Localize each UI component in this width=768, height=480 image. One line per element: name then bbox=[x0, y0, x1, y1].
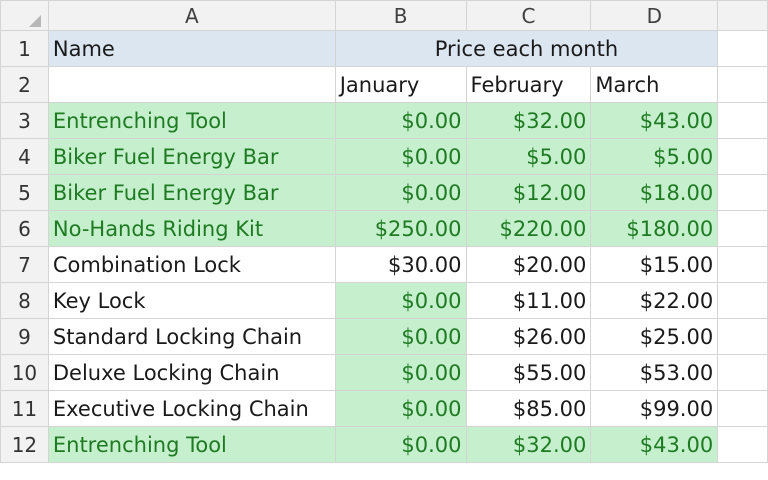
table-row: 7 Combination Lock $30.00 $20.00 $15.00 bbox=[0, 246, 768, 283]
cell-item-name[interactable]: Key Lock bbox=[47, 282, 336, 319]
column-header-d[interactable]: D bbox=[590, 0, 719, 31]
table-row: 12 Entrenching Tool $0.00 $32.00 $43.00 bbox=[0, 426, 768, 463]
cell-price[interactable]: $0.00 bbox=[334, 174, 467, 211]
row-header[interactable]: 1 bbox=[0, 30, 49, 67]
row-header[interactable]: 5 bbox=[0, 174, 49, 211]
cell-price[interactable]: $55.00 bbox=[465, 354, 592, 391]
cell-price[interactable]: $18.00 bbox=[590, 174, 719, 211]
table-row: 5 Biker Fuel Energy Bar $0.00 $12.00 $18.00 bbox=[0, 174, 768, 211]
cell-empty[interactable] bbox=[717, 138, 768, 175]
row-header[interactable]: 3 bbox=[0, 102, 49, 139]
cell-price[interactable]: $25.00 bbox=[590, 318, 719, 355]
cell-price[interactable]: $0.00 bbox=[334, 318, 467, 355]
cell-price[interactable]: $22.00 bbox=[590, 282, 719, 319]
row-1: 1 Name Price each month bbox=[0, 30, 768, 67]
cell-item-name[interactable]: Executive Locking Chain bbox=[47, 390, 336, 427]
cell-price[interactable]: $53.00 bbox=[590, 354, 719, 391]
cell-item-name[interactable]: Combination Lock bbox=[47, 246, 336, 283]
worksheet-grid: A B C D 1 Name Price each month 2 Januar… bbox=[0, 0, 768, 463]
row-header[interactable]: 9 bbox=[0, 318, 49, 355]
cell-price[interactable]: $0.00 bbox=[334, 102, 467, 139]
select-all-corner[interactable] bbox=[0, 0, 49, 31]
table-row: 8 Key Lock $0.00 $11.00 $22.00 bbox=[0, 282, 768, 319]
cell-price[interactable]: $32.00 bbox=[465, 102, 592, 139]
column-header-b[interactable]: B bbox=[334, 0, 467, 31]
table-row: 9 Standard Locking Chain $0.00 $26.00 $25.00 bbox=[0, 318, 768, 355]
cell-empty[interactable] bbox=[717, 210, 768, 247]
table-row: 11 Executive Locking Chain $0.00 $85.00 $99.… bbox=[0, 390, 768, 427]
cell-price[interactable]: $0.00 bbox=[334, 138, 467, 175]
select-all-icon bbox=[28, 14, 41, 27]
cell-price[interactable]: $180.00 bbox=[590, 210, 719, 247]
cell-empty[interactable] bbox=[717, 426, 768, 463]
cell-month[interactable]: January bbox=[334, 66, 467, 103]
row-header[interactable]: 12 bbox=[0, 426, 49, 463]
cell-price[interactable]: $43.00 bbox=[590, 102, 719, 139]
cell-price[interactable]: $43.00 bbox=[590, 426, 719, 463]
cell-item-name[interactable]: Biker Fuel Energy Bar bbox=[47, 174, 336, 211]
cell-empty[interactable] bbox=[717, 66, 768, 103]
cell-item-name[interactable]: Biker Fuel Energy Bar bbox=[47, 138, 336, 175]
cell-merged-title[interactable]: Price each month bbox=[334, 30, 719, 67]
row-header[interactable]: 6 bbox=[0, 210, 49, 247]
row-2: 2 January February March bbox=[0, 66, 768, 103]
row-header[interactable]: 10 bbox=[0, 354, 49, 391]
cell-price[interactable]: $0.00 bbox=[334, 390, 467, 427]
table-row: 10 Deluxe Locking Chain $0.00 $55.00 $53.00 bbox=[0, 354, 768, 391]
cell-item-name[interactable]: Standard Locking Chain bbox=[47, 318, 336, 355]
cell-price[interactable]: $99.00 bbox=[590, 390, 719, 427]
cell-empty[interactable] bbox=[717, 390, 768, 427]
column-header-c[interactable]: C bbox=[465, 0, 592, 31]
column-header-row: A B C D bbox=[0, 0, 768, 31]
row-header[interactable]: 7 bbox=[0, 246, 49, 283]
row-header[interactable]: 4 bbox=[0, 138, 49, 175]
cell-month[interactable]: March bbox=[590, 66, 719, 103]
cell-empty[interactable] bbox=[717, 318, 768, 355]
cell-price[interactable]: $26.00 bbox=[465, 318, 592, 355]
cell-price[interactable]: $11.00 bbox=[465, 282, 592, 319]
cell-item-name[interactable]: Entrenching Tool bbox=[47, 102, 336, 139]
row-header[interactable]: 8 bbox=[0, 282, 49, 319]
cell-empty[interactable] bbox=[717, 102, 768, 139]
cell-price[interactable]: $32.00 bbox=[465, 426, 592, 463]
data-rows: 3 Entrenching Tool $0.00 $32.00 $43.00 4 Biker… bbox=[0, 102, 768, 463]
cell-price[interactable]: $5.00 bbox=[590, 138, 719, 175]
cell-item-name[interactable]: Deluxe Locking Chain bbox=[47, 354, 336, 391]
cell-price[interactable]: $0.00 bbox=[334, 426, 467, 463]
row-header[interactable]: 11 bbox=[0, 390, 49, 427]
cell-empty[interactable] bbox=[717, 174, 768, 211]
table-row: 6 No-Hands Riding Kit $250.00 $220.00 $180.0… bbox=[0, 210, 768, 247]
column-header-e[interactable] bbox=[717, 0, 768, 31]
cell-empty[interactable] bbox=[47, 66, 336, 103]
cell-price[interactable]: $12.00 bbox=[465, 174, 592, 211]
table-row: 4 Biker Fuel Energy Bar $0.00 $5.00 $5.00 bbox=[0, 138, 768, 175]
cell-empty[interactable] bbox=[717, 246, 768, 283]
cell-price[interactable]: $30.00 bbox=[334, 246, 467, 283]
cell-name-header[interactable]: Name bbox=[47, 30, 336, 67]
cell-item-name[interactable]: Entrenching Tool bbox=[47, 426, 336, 463]
cell-price[interactable]: $220.00 bbox=[465, 210, 592, 247]
cell-price[interactable]: $250.00 bbox=[334, 210, 467, 247]
column-header-a[interactable]: A bbox=[47, 0, 336, 31]
cell-empty[interactable] bbox=[717, 354, 768, 391]
cell-price[interactable]: $5.00 bbox=[465, 138, 592, 175]
cell-price[interactable]: $20.00 bbox=[465, 246, 592, 283]
cell-price[interactable]: $0.00 bbox=[334, 354, 467, 391]
cell-empty[interactable] bbox=[717, 30, 768, 67]
cell-price[interactable]: $15.00 bbox=[590, 246, 719, 283]
cell-item-name[interactable]: No-Hands Riding Kit bbox=[47, 210, 336, 247]
cell-price[interactable]: $0.00 bbox=[334, 282, 467, 319]
cell-price[interactable]: $85.00 bbox=[465, 390, 592, 427]
table-row: 3 Entrenching Tool $0.00 $32.00 $43.00 bbox=[0, 102, 768, 139]
cell-month[interactable]: February bbox=[465, 66, 592, 103]
cell-empty[interactable] bbox=[717, 282, 768, 319]
row-header[interactable]: 2 bbox=[0, 66, 49, 103]
